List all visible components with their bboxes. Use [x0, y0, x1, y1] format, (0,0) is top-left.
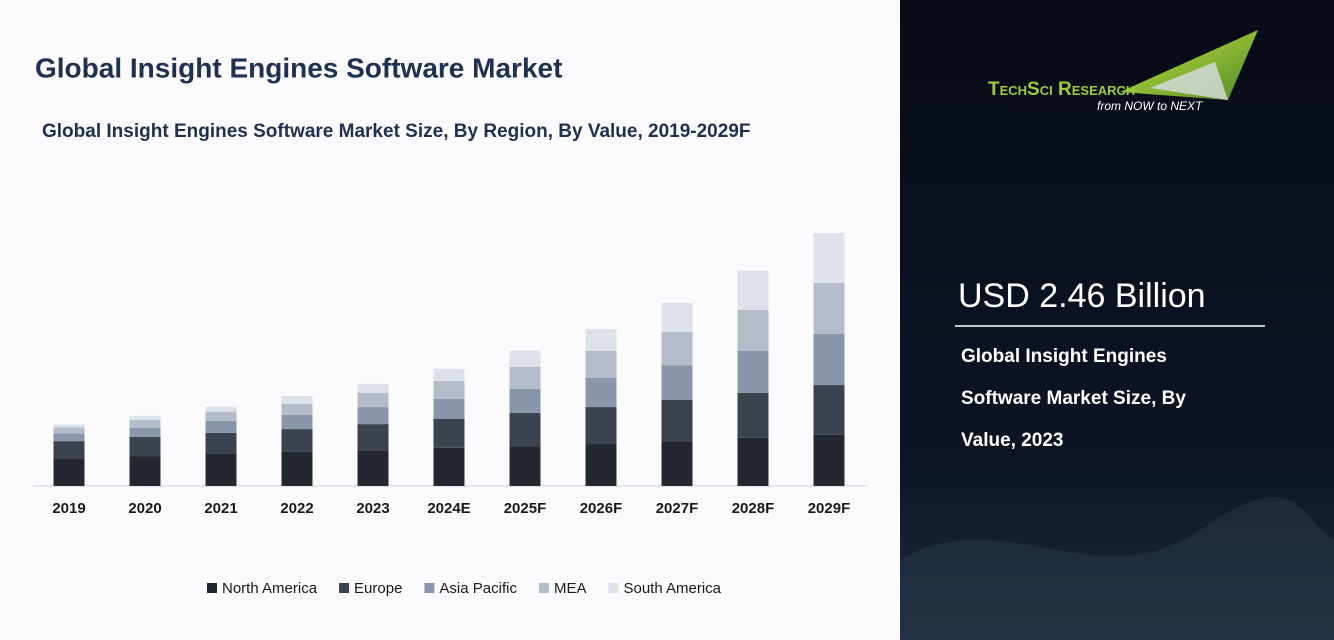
- chart-title: Global Insight Engines Software Market: [35, 52, 562, 83]
- bar-segment: [585, 377, 617, 408]
- legend-swatch: [608, 583, 619, 593]
- x-tick-label: 2020: [128, 500, 161, 517]
- bar-segment: [737, 437, 769, 486]
- bar-segment: [357, 392, 389, 408]
- x-tick-label: 2019: [52, 500, 85, 517]
- description: Global Insight Engines Software Market S…: [961, 346, 1186, 451]
- bar-segment: [129, 427, 161, 437]
- brand: TechSci Research: [988, 79, 1135, 100]
- legend-label: Asia Pacific: [439, 580, 517, 597]
- bar-segment: [129, 436, 161, 457]
- bar-segment: [661, 365, 693, 401]
- bar-segment: [129, 415, 161, 420]
- bar-segment: [737, 270, 769, 310]
- bar-segment: [205, 411, 237, 421]
- bar-segment: [813, 333, 845, 386]
- bar-segment: [205, 432, 237, 455]
- x-tick-label: 2026F: [580, 500, 623, 517]
- legend-label: Europe: [354, 580, 402, 597]
- bar-segment: [433, 398, 465, 419]
- bar-segment: [281, 414, 313, 430]
- bar-segment: [205, 420, 237, 433]
- bar-segment: [53, 427, 85, 434]
- bar-segment: [357, 424, 389, 451]
- bar-segment: [205, 406, 237, 412]
- x-tick-label: 2022: [280, 500, 313, 517]
- bar-segment: [813, 385, 845, 435]
- bar-segment: [661, 400, 693, 442]
- bar-segment: [813, 233, 845, 283]
- legend-swatch: [424, 583, 435, 593]
- bar-segment: [357, 407, 389, 425]
- bar-segment: [53, 424, 85, 428]
- bar-segment: [281, 395, 313, 404]
- bar-segment: [661, 331, 693, 366]
- bar-segment: [357, 450, 389, 486]
- wave-decoration: [900, 496, 1334, 640]
- bar-segment: [129, 419, 161, 428]
- bar-segment: [281, 429, 313, 452]
- bar-segment: [281, 451, 313, 486]
- bar-segment: [433, 447, 465, 486]
- side-panel: [900, 0, 1334, 640]
- bar-segment: [585, 328, 617, 351]
- bar-segment: [433, 380, 465, 399]
- chart-subtitle: Global Insight Engines Software Market S…: [42, 121, 751, 142]
- bar-segment: [509, 446, 541, 486]
- bar-segment: [737, 309, 769, 351]
- headline: USD 2.46 Billion: [958, 277, 1206, 315]
- bar-segment: [509, 366, 541, 389]
- bar-segment: [585, 444, 617, 486]
- legend-label: South America: [623, 580, 721, 597]
- logo-mark: [1150, 62, 1228, 100]
- bar-segment: [661, 441, 693, 486]
- bar-segment: [585, 350, 617, 378]
- bar-segment: [205, 454, 237, 486]
- logo-mark: [1120, 30, 1258, 100]
- tagline: from NOW to NEXT: [1097, 99, 1204, 113]
- bar-segment: [53, 458, 85, 486]
- bar-segment: [433, 368, 465, 381]
- bar-segment: [281, 403, 313, 415]
- bar-segment: [737, 350, 769, 393]
- legend-swatch: [207, 583, 217, 593]
- x-tick-label: 2021: [204, 500, 237, 517]
- x-tick-label: 2023: [356, 500, 389, 517]
- bar-segment: [53, 433, 85, 442]
- legend-swatch: [339, 583, 350, 593]
- legend-label: North America: [222, 580, 318, 597]
- bar-segment: [813, 282, 845, 334]
- legend-swatch: [538, 583, 549, 593]
- bar-segment: [813, 434, 845, 486]
- bar-segment: [585, 407, 617, 445]
- bar-segment: [357, 383, 389, 393]
- x-tick-label: 2027F: [656, 500, 699, 517]
- x-tick-label: 2025F: [504, 500, 547, 517]
- bar-segment: [433, 418, 465, 448]
- x-tick-label: 2029F: [808, 500, 851, 517]
- bar-segment: [737, 392, 769, 438]
- bar-segment: [53, 441, 85, 459]
- bar-segment: [509, 388, 541, 413]
- bar-segment: [509, 350, 541, 367]
- bar-segment: [129, 456, 161, 486]
- legend-label: MEA: [554, 580, 587, 597]
- bar-segment: [509, 412, 541, 447]
- x-tick-label: 2028F: [732, 500, 775, 517]
- bar-segment: [661, 302, 693, 332]
- x-tick-label: 2024E: [427, 500, 470, 517]
